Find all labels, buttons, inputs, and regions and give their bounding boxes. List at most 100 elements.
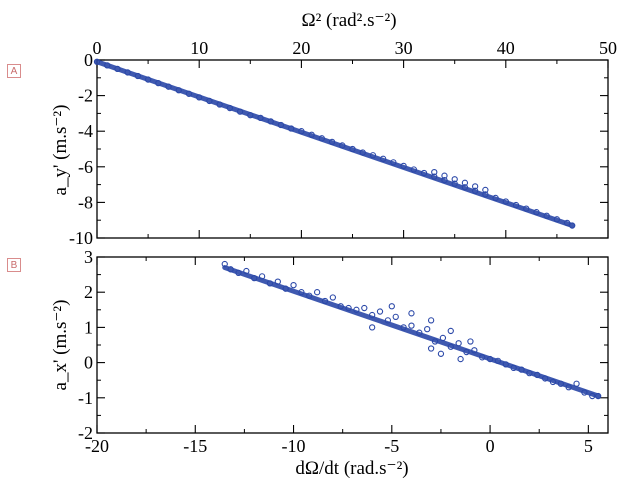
x-tick-label: 10 [190,38,208,58]
data-point [321,297,329,305]
data-point [569,222,576,229]
data-point [359,149,366,156]
data-point [461,184,469,191]
data-point [104,62,111,69]
x-tick-label: -20 [85,436,109,456]
x-tick-label: 0 [486,436,495,456]
y-tick-label: 3 [84,247,93,267]
data-point [298,128,305,135]
data-point [206,97,213,105]
panel-b-points [221,260,602,400]
y-tick-label: -10 [69,228,93,248]
data-point [441,172,448,179]
data-point [479,354,486,361]
panel-a-ticks: 0 10 20 30 40 50 0 -2 -4 -6 -8 -10 [69,38,617,248]
data-point [329,294,336,301]
data-point [553,216,561,223]
y-tick-label: 1 [84,317,93,337]
panel-b-x-axis-label: dΩ/dt (rad.s⁻²) [295,458,408,479]
data-point [124,69,131,76]
data-point [388,303,395,310]
data-point [510,364,517,372]
panel-a-points [93,58,576,229]
panel-a-y-axis-label: a_y' (m.s⁻²) [50,105,71,196]
data-point [298,289,305,296]
x-tick-label: -10 [282,436,306,456]
data-point [134,72,142,80]
data-point [155,79,162,87]
data-point [471,347,478,354]
data-point [196,94,203,101]
data-point [427,345,435,352]
data-point [471,187,479,194]
data-point [369,152,377,159]
data-point [227,266,234,273]
data-point [93,58,101,65]
data-point [455,340,462,347]
data-point [482,191,489,198]
data-point [451,180,458,187]
data-point [313,289,321,296]
data-point [328,138,336,146]
data-point [557,380,564,387]
data-point [258,273,266,280]
y-tick-label: 0 [84,353,93,373]
data-point [526,370,533,377]
data-point [533,209,540,216]
y-tick-label: 0 [84,50,93,70]
data-point [424,326,431,333]
data-point [408,310,415,317]
data-point [349,145,356,153]
y-tick-label: 2 [84,282,93,302]
data-point [512,201,520,209]
data-point [361,304,368,312]
data-point [384,317,392,324]
data-point [408,322,415,329]
x-tick-label: 30 [395,38,413,58]
data-point [376,308,384,315]
data-point [308,131,315,138]
data-point [451,176,458,183]
data-point [563,219,571,227]
data-point [216,101,223,108]
data-point [541,375,549,382]
data-point [274,278,281,285]
data-point [144,76,152,83]
panel-b-y-axis-label: a_x' (m.s⁻²) [50,300,71,391]
x-tick-label: -15 [183,436,207,456]
data-point [400,324,407,331]
data-point [437,350,445,357]
x-tick-label: 5 [584,436,593,456]
y-tick-label: -2 [78,423,93,443]
data-point [486,355,494,363]
data-point [318,135,325,142]
data-point [277,121,285,129]
panel-a-x-axis-label: Ω² (rad².s⁻²) [301,10,396,31]
data-point [431,173,438,180]
data-point [416,329,423,336]
data-point [369,311,376,319]
y-tick-label: -1 [78,388,93,408]
data-point [492,194,499,202]
data-point [589,392,596,400]
data-point [457,355,464,363]
data-point [175,87,182,94]
x-tick-label: 20 [292,38,310,58]
data-point [494,357,502,364]
panel-tag-a: A [7,64,21,78]
data-point [257,114,264,121]
data-point [518,366,525,373]
data-point [523,205,530,212]
data-point [534,371,541,379]
panel-tag-b: B [7,258,21,272]
y-tick-label: -4 [78,121,93,141]
data-point [243,267,250,275]
data-point [565,384,572,391]
data-point [226,104,234,112]
data-point [410,166,417,173]
data-point [502,361,509,368]
data-point [543,212,550,219]
x-tick-label: 40 [497,38,515,58]
